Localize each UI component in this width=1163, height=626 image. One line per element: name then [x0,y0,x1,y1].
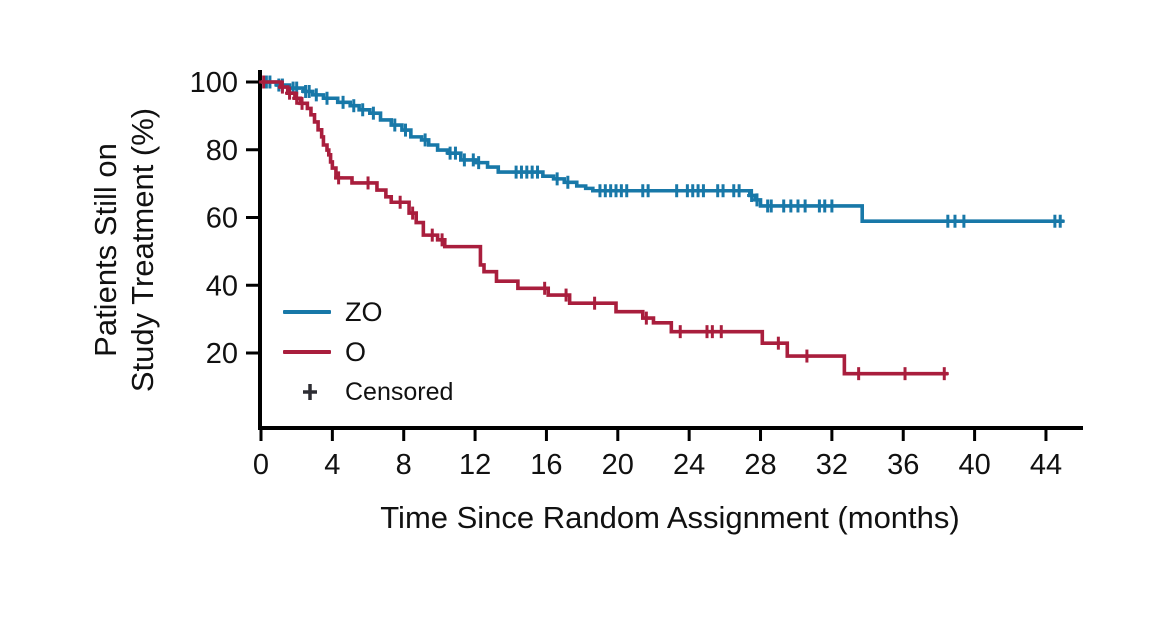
censored-plus-icon [303,384,317,400]
svg-text:16: 16 [530,449,562,481]
svg-text:36: 36 [887,449,919,481]
svg-text:32: 32 [816,449,848,481]
legend-item-censored: Censored [283,372,453,412]
svg-text:60: 60 [206,203,238,235]
zo-line-swatch-icon [283,310,331,314]
x-axis-title: Time Since Random Assignment (months) [380,500,960,535]
legend-item-o: O [283,332,453,372]
svg-text:28: 28 [744,449,776,481]
legend-label-zo: ZO [345,296,383,327]
svg-text:20: 20 [206,338,238,370]
svg-text:12: 12 [459,449,491,481]
svg-text:40: 40 [206,270,238,302]
svg-text:80: 80 [206,135,238,167]
legend-label-o: O [345,336,367,367]
legend-label-censored: Censored [345,377,454,406]
legend: ZO O Censored [283,292,453,412]
svg-text:4: 4 [324,449,340,481]
svg-text:24: 24 [673,449,705,481]
svg-text:44: 44 [1030,449,1062,481]
svg-text:0: 0 [253,449,269,481]
svg-text:20: 20 [602,449,634,481]
svg-text:40: 40 [958,449,990,481]
o-line-swatch-icon [283,350,331,354]
legend-item-zo: ZO [283,292,453,332]
svg-text:100: 100 [190,67,238,99]
svg-text:8: 8 [396,449,412,481]
